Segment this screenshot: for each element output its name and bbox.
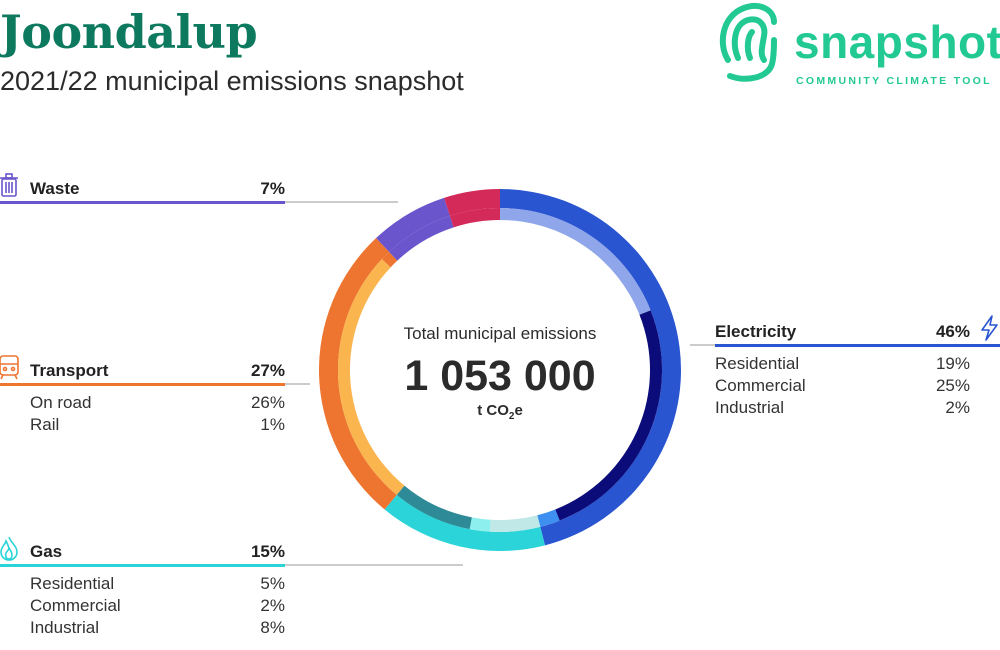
outer-ring	[319, 189, 681, 552]
item-label: Rail	[30, 415, 60, 434]
item-label: Commercial	[30, 596, 121, 615]
sub-slice-fill	[389, 215, 454, 261]
sub-slice-commercial	[555, 310, 662, 521]
brand-logo: snapshot COMMUNITY CLIMATE TOOL	[716, 0, 1000, 90]
sector-underline	[0, 201, 285, 204]
slice-gas	[384, 494, 546, 552]
sector-label: Electricity	[715, 322, 797, 341]
item-pct: 5%	[260, 574, 285, 593]
sub-slice-rail	[381, 251, 398, 268]
electricity-item: Residential 19%	[715, 353, 970, 375]
item-pct: 26%	[250, 393, 285, 412]
lightning-icon	[981, 315, 998, 341]
sub-slice-on-road	[338, 259, 405, 495]
transport-item: On road 26%	[30, 392, 285, 414]
sector-pct: 46%	[935, 322, 970, 341]
leader-lines	[285, 201, 715, 566]
flame-icon	[0, 536, 18, 561]
item-label: Residential	[30, 574, 115, 593]
total-unit: t CO2e	[380, 402, 620, 422]
inner-ring	[338, 208, 662, 532]
item-pct: 25%	[935, 376, 970, 395]
slice-transport	[319, 238, 397, 510]
brand-name: snapshot	[794, 16, 1000, 68]
sub-slice-commercial	[469, 517, 491, 532]
sub-slice-industrial	[396, 485, 472, 530]
sub-slice-residential	[489, 515, 541, 532]
unit-prefix: t CO	[477, 402, 509, 419]
item-pct: 19%	[935, 354, 970, 373]
sector-electricity: Electricity 46%	[715, 315, 1000, 347]
item-label: Industrial	[30, 618, 99, 637]
page-subtitle: 2021/22 municipal emissions snapshot	[0, 66, 464, 96]
slice-electricity	[500, 189, 681, 546]
item-pct: 8%	[260, 618, 285, 637]
sector-waste: Waste 7%	[0, 173, 285, 204]
transport-item: Rail 1%	[30, 414, 285, 436]
sector-underline	[715, 344, 1000, 347]
item-label: On road	[30, 393, 92, 412]
sector-label: Gas	[30, 542, 63, 561]
unit-suffix: e	[514, 402, 523, 419]
sector-pct: 15%	[250, 542, 285, 561]
brand-tagline: COMMUNITY CLIMATE TOOL	[796, 75, 992, 87]
item-pct: 2%	[945, 398, 970, 417]
sector-label: Transport	[30, 361, 109, 380]
sector-underline	[0, 564, 285, 567]
trash-icon	[0, 173, 18, 197]
sub-slice-fill	[449, 208, 500, 228]
total-value: 1 053 000	[404, 352, 596, 400]
item-label: Industrial	[715, 398, 784, 417]
gas-item: Industrial 8%	[30, 617, 285, 639]
train-icon	[0, 355, 19, 380]
sector-underline	[0, 383, 285, 386]
sector-pct: 27%	[250, 361, 285, 380]
sector-transport: Transport 27%	[0, 355, 285, 386]
total-label: Total municipal emissions	[403, 324, 597, 343]
unit-subscript: 2	[508, 411, 515, 422]
electricity-item: Industrial 2%	[715, 397, 970, 419]
page-title: Joondalup	[0, 5, 258, 59]
gas-item: Commercial 2%	[30, 595, 285, 617]
slice-other	[444, 189, 500, 216]
gas-item: Residential 5%	[30, 573, 285, 595]
fingerprint-logo-icon	[719, 2, 777, 82]
sub-slice-residential	[500, 208, 651, 315]
sector-label: Waste	[30, 179, 80, 198]
sector-gas: Gas 15%	[0, 536, 285, 567]
slice-waste	[376, 197, 450, 252]
item-pct: 1%	[260, 415, 285, 434]
item-pct: 2%	[260, 596, 285, 615]
sub-slice-industrial	[537, 509, 560, 527]
item-label: Residential	[715, 354, 800, 373]
sector-pct: 7%	[260, 179, 285, 198]
item-label: Commercial	[715, 376, 806, 395]
electricity-item: Commercial 25%	[715, 375, 970, 397]
